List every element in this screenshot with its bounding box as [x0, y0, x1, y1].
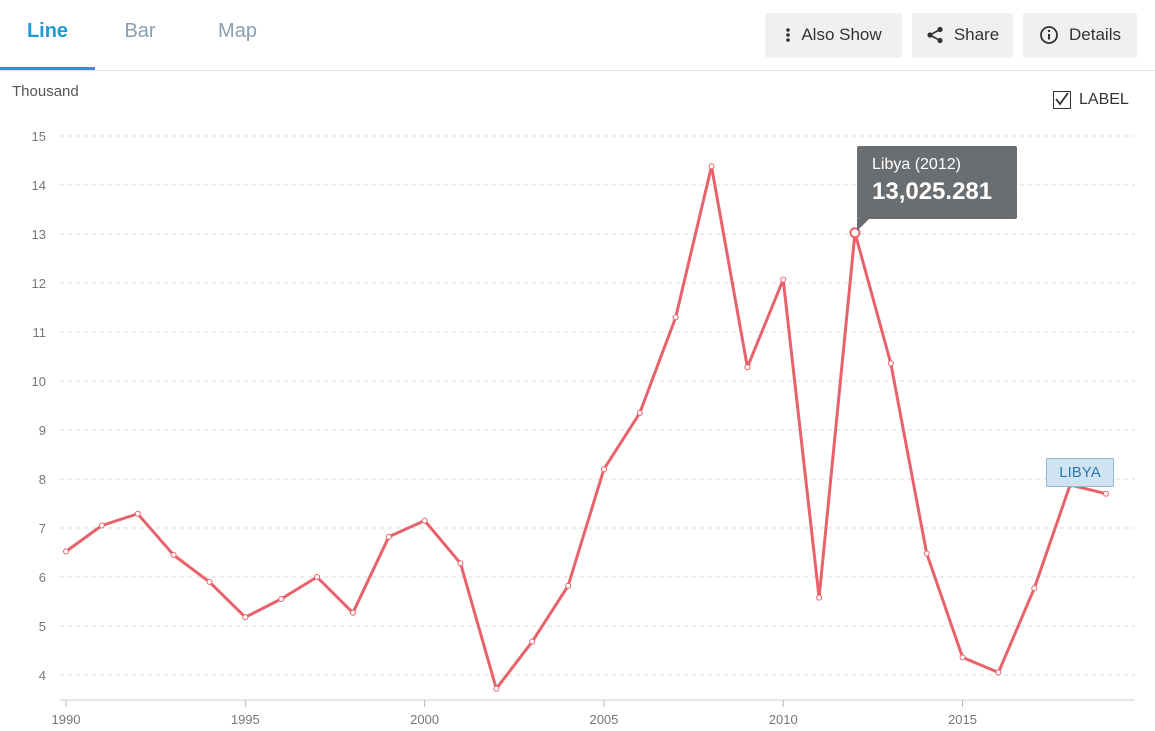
y-tick-label-6: 6 — [39, 570, 46, 585]
details-button[interactable]: Details — [1023, 13, 1137, 57]
data-point-2014 — [923, 550, 930, 557]
data-point-1992 — [134, 510, 141, 517]
x-tick-label-1995: 1995 — [231, 712, 260, 727]
series-line-libya — [65, 164, 1107, 691]
data-point-2002 — [493, 685, 500, 692]
data-point-2011 — [816, 594, 823, 601]
data-point-2016 — [995, 669, 1002, 676]
y-tick-label-4: 4 — [39, 668, 46, 683]
tab-map[interactable]: Map — [218, 20, 257, 42]
info-icon — [1040, 26, 1058, 44]
data-point-1997 — [314, 574, 321, 580]
share-icon — [927, 26, 943, 44]
data-point-2003 — [529, 638, 536, 645]
data-point-2000 — [421, 517, 428, 524]
checkmark-icon — [1055, 92, 1069, 106]
y-tick-label-14: 14 — [32, 178, 46, 193]
label-toggle-text: LABEL — [1079, 91, 1129, 108]
tooltip-value: 13,025.281 — [872, 178, 993, 205]
data-point-2005 — [600, 466, 607, 473]
data-point-2004 — [565, 582, 572, 589]
share-button[interactable]: Share — [912, 13, 1013, 57]
y-tick-label-7: 7 — [39, 521, 46, 536]
data-point-1994 — [206, 578, 213, 585]
data-point-1991 — [98, 522, 105, 529]
data-point-2006 — [636, 409, 643, 416]
tab-line[interactable]: Line — [0, 0, 95, 70]
y-tick-label-11: 11 — [33, 325, 47, 340]
x-tick-label-2000: 2000 — [410, 712, 439, 727]
tooltip-title: Libya (2012) — [872, 156, 961, 173]
label-toggle[interactable]: LABEL — [1053, 91, 1129, 109]
y-tick-label-12: 12 — [32, 276, 46, 291]
x-tick-label-2005: 2005 — [589, 712, 618, 727]
data-point-2001 — [457, 560, 464, 567]
y-tick-label-9: 9 — [39, 423, 46, 438]
y-tick-label-15: 15 — [32, 129, 46, 144]
x-tick-label-2015: 2015 — [948, 712, 977, 727]
y-tick-label-5: 5 — [39, 619, 46, 634]
tab-bar[interactable]: Bar — [124, 20, 156, 42]
label-checkbox[interactable] — [1053, 91, 1071, 109]
data-point-1996 — [278, 596, 285, 603]
data-point-2019 — [1103, 490, 1109, 497]
x-tick-label-1990: 1990 — [52, 712, 81, 727]
data-point-1995 — [242, 614, 249, 621]
series-label-libya[interactable]: LIBYA — [1046, 458, 1114, 487]
data-point-2007 — [672, 314, 679, 321]
data-point-2015 — [959, 654, 966, 661]
data-tooltip: Libya (2012) 13,025.281 — [857, 146, 1017, 231]
view-tabs: Line Bar Map Also Show Share Details — [0, 0, 1155, 71]
details-label: Details — [1069, 25, 1121, 44]
y-tick-label-10: 10 — [32, 374, 46, 389]
y-tick-label-13: 13 — [32, 227, 46, 242]
share-label: Share — [953, 25, 1000, 44]
data-point-1990 — [63, 548, 69, 555]
data-point-2008 — [708, 163, 715, 170]
data-point-2017 — [1031, 585, 1038, 592]
y-unit-label: Thousand — [12, 83, 79, 100]
data-point-1998 — [349, 609, 356, 616]
x-tick-label-2010: 2010 — [769, 712, 798, 727]
data-point-1993 — [170, 551, 177, 558]
y-tick-label-8: 8 — [39, 472, 46, 487]
data-point-2010 — [780, 276, 787, 283]
also-show-label: Also Show — [801, 25, 882, 44]
more-vertical-icon — [786, 28, 791, 42]
also-show-button[interactable]: Also Show — [765, 13, 902, 57]
data-point-2013 — [887, 360, 894, 367]
data-point-2009 — [744, 364, 751, 371]
data-point-1999 — [385, 533, 392, 540]
